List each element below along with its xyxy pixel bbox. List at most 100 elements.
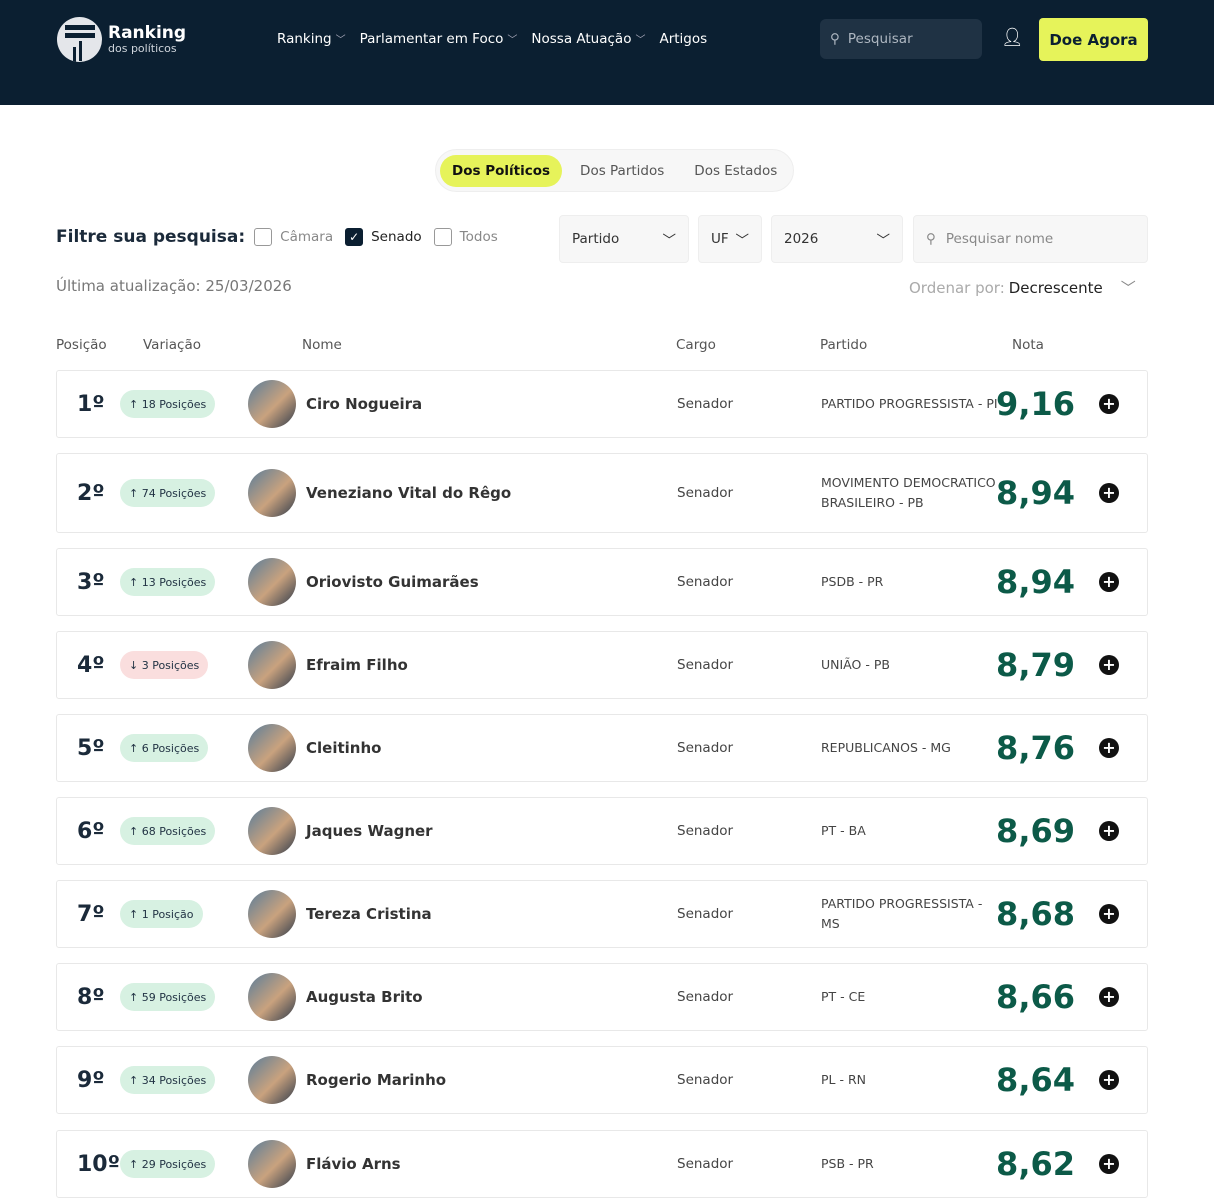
partido-select[interactable]: Partido ﹀ <box>559 215 689 263</box>
score: 8,76 <box>996 729 1075 767</box>
position: 7º <box>77 901 105 927</box>
filters: Filtre sua pesquisa: Câmara ✓ Senado Todo… <box>56 227 498 247</box>
partido: PARTIDO PROGRESSISTA - MS <box>821 896 983 931</box>
avatar <box>248 1140 296 1188</box>
expand-plus-icon[interactable]: + <box>1099 655 1119 675</box>
cargo: Senador <box>677 1156 734 1172</box>
checkbox-camara[interactable]: Câmara <box>254 228 333 246</box>
name-search-input[interactable]: ⚲ Pesquisar nome <box>913 215 1148 263</box>
politician-name[interactable]: Flávio Arns <box>306 1155 401 1173</box>
table-row[interactable]: 2º ↑ 74 Posições Veneziano Vital do Rêgo… <box>56 453 1148 533</box>
position: 3º <box>77 569 105 595</box>
expand-plus-icon[interactable]: + <box>1099 738 1119 758</box>
user-icon[interactable]: 👤︎ <box>1001 27 1024 48</box>
position: 10º <box>77 1151 121 1177</box>
tab-estados[interactable]: Dos Estados <box>694 162 778 179</box>
avatar <box>248 724 296 772</box>
expand-plus-icon[interactable]: + <box>1099 572 1119 592</box>
table-row[interactable]: 4º ↓ 3 Posições Efraim Filho Senador UNI… <box>56 631 1148 699</box>
col-posicao: Posição <box>56 337 107 353</box>
variation-badge: ↓ 3 Posições <box>120 651 209 679</box>
politician-name[interactable]: Augusta Brito <box>306 988 423 1006</box>
avatar <box>248 558 296 606</box>
avatar <box>248 890 296 938</box>
position: 4º <box>77 652 105 678</box>
main-nav: Ranking ﹀ Parlamentar em Foco ﹀ Nossa Atua… <box>277 31 707 47</box>
position: 9º <box>77 1067 105 1093</box>
nav-artigos[interactable]: Artigos <box>659 31 708 47</box>
logo[interactable]: Ranking dos políticos <box>57 17 186 62</box>
partido: PL - RN <box>821 1072 866 1087</box>
politician-name[interactable]: Veneziano Vital do Rêgo <box>306 484 512 502</box>
col-nome: Nome <box>302 337 342 353</box>
uf-select[interactable]: UF ﹀ <box>698 215 762 263</box>
avatar <box>248 380 296 428</box>
cargo: Senador <box>677 823 734 839</box>
table-row[interactable]: 3º ↑ 13 Posições Oriovisto Guimarães Sen… <box>56 548 1148 616</box>
variation-badge: ↑ 13 Posições <box>120 568 216 596</box>
chevron-down-icon: ﹀ <box>876 233 891 249</box>
expand-plus-icon[interactable]: + <box>1099 483 1119 503</box>
avatar <box>248 469 296 517</box>
tab-politicos[interactable]: Dos Políticos <box>440 154 563 187</box>
politician-name[interactable]: Efraim Filho <box>306 656 408 674</box>
avatar <box>248 807 296 855</box>
expand-plus-icon[interactable]: + <box>1099 904 1119 924</box>
politician-name[interactable]: Oriovisto Guimarães <box>306 573 479 591</box>
expand-plus-icon[interactable]: + <box>1099 1154 1119 1174</box>
variation-badge: ↑ 6 Posições <box>120 734 209 762</box>
politician-name[interactable]: Cleitinho <box>306 739 382 757</box>
score: 8,66 <box>996 978 1075 1016</box>
politician-name[interactable]: Jaques Wagner <box>306 822 433 840</box>
variation-badge: ↑ 1 Posição <box>120 900 203 928</box>
checkbox-todos[interactable]: Todos <box>433 228 498 246</box>
nav-parlamentar[interactable]: Parlamentar em Foco ﹀ <box>359 31 518 47</box>
table-row[interactable]: 6º ↑ 68 Posições Jaques Wagner Senador P… <box>56 797 1148 865</box>
position: 8º <box>77 984 105 1010</box>
year-select[interactable]: 2026 ﹀ <box>771 215 903 263</box>
politician-name[interactable]: Rogerio Marinho <box>306 1071 447 1089</box>
table-row[interactable]: 10º ↑ 29 Posições Flávio Arns Senador PS… <box>56 1130 1148 1198</box>
score: 8,62 <box>996 1145 1075 1183</box>
variation-badge: ↑ 59 Posições <box>120 983 216 1011</box>
col-cargo: Cargo <box>676 337 716 353</box>
order-select[interactable]: Ordenar por: Decrescente ﹀ <box>909 279 1136 297</box>
table-row[interactable]: 9º ↑ 34 Posições Rogerio Marinho Senador… <box>56 1046 1148 1114</box>
cargo: Senador <box>677 485 734 501</box>
cargo: Senador <box>677 740 734 756</box>
checkbox-senado[interactable]: ✓ Senado <box>345 228 422 246</box>
avatar <box>248 641 296 689</box>
nav-atuacao[interactable]: Nossa Atuação ﹀ <box>531 31 646 47</box>
score: 8,94 <box>996 563 1075 601</box>
ranking-tabs: Dos Políticos Dos Partidos Dos Estados <box>435 149 795 192</box>
search-input[interactable]: ⚲ Pesquisar <box>820 19 982 59</box>
score: 8,68 <box>996 895 1075 933</box>
variation-badge: ↑ 29 Posições <box>120 1150 216 1178</box>
table-row[interactable]: 5º ↑ 6 Posições Cleitinho Senador REPUBL… <box>56 714 1148 782</box>
politician-name[interactable]: Tereza Cristina <box>306 905 432 923</box>
partido: MOVIMENTO DEMOCRATICO BRASILEIRO - PB <box>821 475 996 510</box>
nav-ranking[interactable]: Ranking ﹀ <box>277 31 346 47</box>
search-icon: ⚲ <box>830 31 840 47</box>
table-row[interactable]: 8º ↑ 59 Posições Augusta Brito Senador P… <box>56 963 1148 1031</box>
cargo: Senador <box>677 574 734 590</box>
expand-plus-icon[interactable]: + <box>1099 987 1119 1007</box>
search-icon: ⚲ <box>926 231 936 247</box>
table-row[interactable]: 7º ↑ 1 Posição Tereza Cristina Senador P… <box>56 880 1148 948</box>
partido: PT - BA <box>821 823 866 838</box>
tab-partidos[interactable]: Dos Partidos <box>580 162 665 179</box>
partido: PARTIDO PROGRESSISTA - PI <box>821 396 998 411</box>
score: 8,94 <box>996 474 1075 512</box>
donate-button[interactable]: Doe Agora <box>1039 18 1148 61</box>
chevron-down-icon: ﹀ <box>635 35 646 46</box>
expand-plus-icon[interactable]: + <box>1099 394 1119 414</box>
position: 5º <box>77 735 105 761</box>
table-row[interactable]: 1º ↑ 18 Posições Ciro Nogueira Senador P… <box>56 370 1148 438</box>
expand-plus-icon[interactable]: + <box>1099 1070 1119 1090</box>
chevron-down-icon: ﹀ <box>335 35 346 46</box>
chevron-down-icon: ﹀ <box>1120 279 1136 297</box>
politician-name[interactable]: Ciro Nogueira <box>306 395 423 413</box>
variation-badge: ↑ 74 Posições <box>120 479 216 507</box>
expand-plus-icon[interactable]: + <box>1099 821 1119 841</box>
avatar <box>248 1056 296 1104</box>
